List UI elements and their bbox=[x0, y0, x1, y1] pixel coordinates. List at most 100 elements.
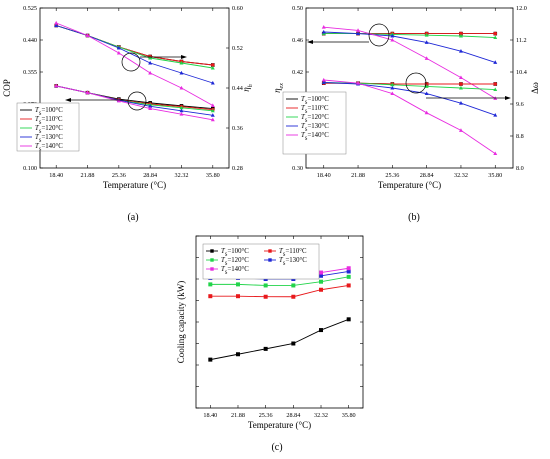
y2-tick-label: 0.60 bbox=[232, 5, 243, 12]
data-point bbox=[346, 274, 351, 279]
data-point bbox=[179, 85, 184, 90]
y2-tick-label: 10.4 bbox=[516, 69, 527, 76]
data-point bbox=[319, 287, 324, 292]
x-tick-label: 25.36 bbox=[385, 172, 399, 179]
y2-axis-label: ηh bbox=[241, 84, 254, 91]
y-tick-label: 0.440 bbox=[23, 37, 37, 44]
legend-label: TS=130°C bbox=[35, 134, 63, 144]
y2-tick-label: 0.44 bbox=[232, 85, 243, 92]
series-line bbox=[56, 25, 213, 84]
data-point bbox=[210, 117, 215, 122]
data-point bbox=[424, 84, 429, 88]
panel-label-c: (c) bbox=[271, 442, 282, 453]
data-point bbox=[424, 40, 429, 44]
plot-frame bbox=[305, 7, 514, 169]
legend-label: TS=110°C bbox=[279, 248, 307, 258]
y-tick-label: 0.50 bbox=[292, 5, 303, 12]
arrow-head bbox=[505, 96, 511, 100]
y-tick-label: 0.46 bbox=[292, 37, 303, 44]
data-point bbox=[210, 80, 215, 85]
legend-label: TS=140°C bbox=[301, 132, 329, 142]
y2-tick-label: 8.0 bbox=[516, 165, 524, 172]
x-tick-label: 28.84 bbox=[286, 412, 300, 419]
arrow-head bbox=[307, 40, 313, 44]
legend: TS=100°CTS=110°CTS=120°CTS=130°CTS=140°C bbox=[16, 102, 80, 153]
data-point bbox=[210, 65, 215, 70]
data-point bbox=[263, 294, 268, 299]
data-point bbox=[458, 101, 463, 105]
data-point bbox=[390, 37, 395, 42]
legend-label: TS=140°C bbox=[221, 266, 249, 276]
data-point bbox=[85, 90, 90, 95]
data-point bbox=[458, 49, 463, 53]
data-point bbox=[319, 273, 324, 278]
legend-label: TS=100°C bbox=[221, 248, 249, 258]
data-point bbox=[493, 31, 498, 36]
data-point bbox=[291, 294, 296, 299]
legend-label: TS=130°C bbox=[279, 257, 307, 267]
series-line bbox=[56, 85, 213, 111]
x-tick-label: 21.88 bbox=[231, 412, 245, 419]
data-point bbox=[54, 20, 59, 25]
data-point bbox=[210, 103, 215, 107]
legend-marker bbox=[210, 258, 214, 262]
data-point bbox=[321, 25, 326, 29]
arrow-head bbox=[181, 55, 187, 59]
data-point bbox=[116, 45, 121, 50]
y2-tick-label: 9.6 bbox=[516, 101, 524, 108]
series-line bbox=[56, 22, 214, 106]
data-point bbox=[116, 98, 121, 103]
series-line bbox=[56, 25, 213, 66]
data-point bbox=[356, 28, 361, 32]
series-line bbox=[323, 33, 496, 39]
legend-label: TS=120°C bbox=[221, 257, 249, 267]
legend-label: TS=110°C bbox=[301, 105, 329, 115]
legend-label: TS=100°C bbox=[301, 96, 329, 106]
y-axis-label: ηex bbox=[272, 83, 285, 93]
data-point bbox=[493, 60, 498, 64]
data-point bbox=[321, 77, 326, 82]
data-point bbox=[390, 33, 395, 38]
legend-marker bbox=[210, 267, 214, 271]
annotation-ellipse bbox=[127, 91, 147, 111]
data-point bbox=[390, 85, 395, 90]
y2-tick-label: 8.8 bbox=[516, 133, 524, 140]
data-point bbox=[148, 60, 153, 65]
series-line bbox=[210, 285, 349, 298]
y2-axis-label: Δω bbox=[530, 82, 540, 94]
y-tick-label: 0.100 bbox=[23, 165, 37, 172]
y-axis-label: Cooling capacity (kW) bbox=[176, 281, 186, 363]
legend-label: TS=140°C bbox=[35, 143, 63, 153]
series-line bbox=[210, 318, 349, 361]
legend-box bbox=[202, 243, 320, 280]
annotation-ellipse bbox=[405, 72, 427, 94]
data-point bbox=[424, 56, 429, 60]
x-tick-label: 28.84 bbox=[420, 172, 434, 179]
y-tick-label: 0.355 bbox=[23, 69, 37, 76]
data-point bbox=[179, 70, 184, 75]
data-point bbox=[54, 23, 59, 27]
data-point bbox=[493, 87, 498, 92]
data-point bbox=[346, 317, 351, 322]
x-axis-label: Temperature (°C) bbox=[248, 420, 311, 430]
x-tick-label: 32.32 bbox=[454, 172, 468, 179]
x-tick-label: 25.36 bbox=[112, 172, 126, 179]
data-point bbox=[148, 70, 153, 75]
x-tick-label: 18.40 bbox=[203, 412, 217, 419]
data-point bbox=[148, 55, 153, 60]
data-point bbox=[458, 128, 463, 132]
x-tick-label: 18.40 bbox=[317, 172, 331, 179]
y2-tick-label: 0.52 bbox=[232, 45, 243, 52]
legend-marker bbox=[210, 249, 214, 253]
y2-tick-label: 0.36 bbox=[232, 125, 243, 132]
data-point bbox=[356, 31, 361, 36]
data-point bbox=[319, 279, 324, 284]
data-point bbox=[346, 266, 351, 271]
y2-tick-label: 12.0 bbox=[516, 5, 527, 12]
series-line bbox=[56, 85, 213, 121]
x-tick-label: 28.84 bbox=[143, 172, 157, 179]
data-point bbox=[211, 63, 215, 67]
y2-tick-label: 11.2 bbox=[516, 37, 527, 44]
data-point bbox=[458, 85, 463, 90]
data-point bbox=[458, 75, 463, 80]
